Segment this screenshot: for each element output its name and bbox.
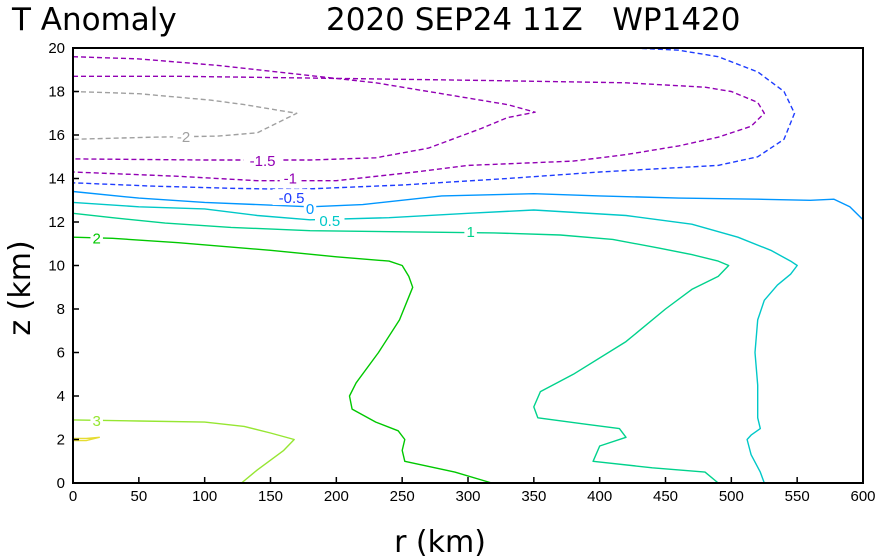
contour-label-background bbox=[303, 199, 317, 216]
contour-label-1: 1 bbox=[466, 224, 474, 241]
contour-label-background bbox=[90, 229, 103, 246]
contour-labels: -2 -1.5 -1 -0.50 0.5 1 2 3 bbox=[90, 128, 477, 430]
x-axis: 0 50 100 150 200 250 300 350 400 450 500 550 600 bbox=[69, 477, 876, 505]
contour-line--1 bbox=[72, 75, 765, 182]
contour-label-0: 0 bbox=[306, 201, 314, 218]
x-tick-label: 200 bbox=[324, 488, 349, 505]
x-tick-label: 300 bbox=[455, 488, 480, 505]
contour-line-3 bbox=[72, 419, 295, 484]
contour-label--0.5: -0.5 bbox=[279, 190, 305, 207]
y-tick-label: 4 bbox=[57, 388, 65, 405]
contour-label-background bbox=[90, 412, 103, 429]
x-tick-label: 150 bbox=[258, 488, 283, 505]
y-axis-label: z (km) bbox=[3, 240, 38, 335]
y-tick-label: 12 bbox=[48, 214, 65, 231]
contour-label-background bbox=[272, 189, 311, 206]
contour-line--1.5 bbox=[72, 56, 536, 161]
contour-label-background bbox=[279, 169, 301, 186]
contour-line-0 bbox=[72, 190, 864, 221]
y-tick-label: 10 bbox=[48, 258, 65, 275]
x-tick-label: 600 bbox=[850, 488, 875, 505]
y-tick-label: 8 bbox=[57, 301, 65, 318]
contour-label-3: 3 bbox=[93, 413, 101, 430]
y-axis: 0 2 4 6 8 10 12 14 16 18 20 bbox=[48, 40, 79, 492]
contour-line-0.5 bbox=[72, 201, 798, 484]
y-tick-label: 16 bbox=[48, 127, 65, 144]
y-tick-label: 2 bbox=[57, 432, 65, 449]
x-axis-label: r (km) bbox=[394, 525, 486, 559]
contour-label-background bbox=[173, 128, 195, 145]
y-tick-label: 18 bbox=[48, 84, 65, 101]
x-tick-label: 550 bbox=[785, 488, 810, 505]
plot-frame bbox=[72, 47, 864, 484]
contour-label--2: -2 bbox=[177, 129, 190, 146]
contour-label-background bbox=[464, 222, 477, 239]
x-tick-label: 450 bbox=[653, 488, 678, 505]
title-left: T Anomaly bbox=[11, 2, 177, 38]
y-tick-label: 20 bbox=[48, 40, 65, 57]
x-tick-label: 400 bbox=[587, 488, 612, 505]
contour-label-0.5: 0.5 bbox=[319, 213, 340, 230]
contour-lines bbox=[72, 47, 864, 484]
contour-line--0.5 bbox=[72, 47, 796, 191]
x-tick-label: 100 bbox=[192, 488, 217, 505]
contour-line-1 bbox=[72, 212, 730, 484]
chart-title: T Anomaly 2020 SEP24 11Z WP1420 bbox=[11, 2, 741, 38]
y-tick-label: 6 bbox=[57, 345, 65, 362]
y-tick-label: 0 bbox=[57, 475, 65, 492]
x-tick-label: 0 bbox=[69, 488, 77, 505]
y-tick-label: 14 bbox=[48, 171, 65, 188]
contour-line-2 bbox=[72, 236, 492, 484]
contour-label-background bbox=[315, 211, 345, 228]
contour-label--1: -1 bbox=[284, 171, 297, 188]
contour-label-background bbox=[243, 152, 282, 169]
x-tick-label: 50 bbox=[130, 488, 147, 505]
title-right: 2020 SEP24 11Z WP1420 bbox=[326, 2, 741, 38]
x-tick-label: 500 bbox=[719, 488, 744, 505]
contour-label-2: 2 bbox=[93, 230, 101, 247]
x-tick-label: 250 bbox=[390, 488, 415, 505]
contour-label--1.5: -1.5 bbox=[250, 153, 276, 170]
x-tick-label: 350 bbox=[521, 488, 546, 505]
contour-line-4 bbox=[73, 436, 101, 442]
